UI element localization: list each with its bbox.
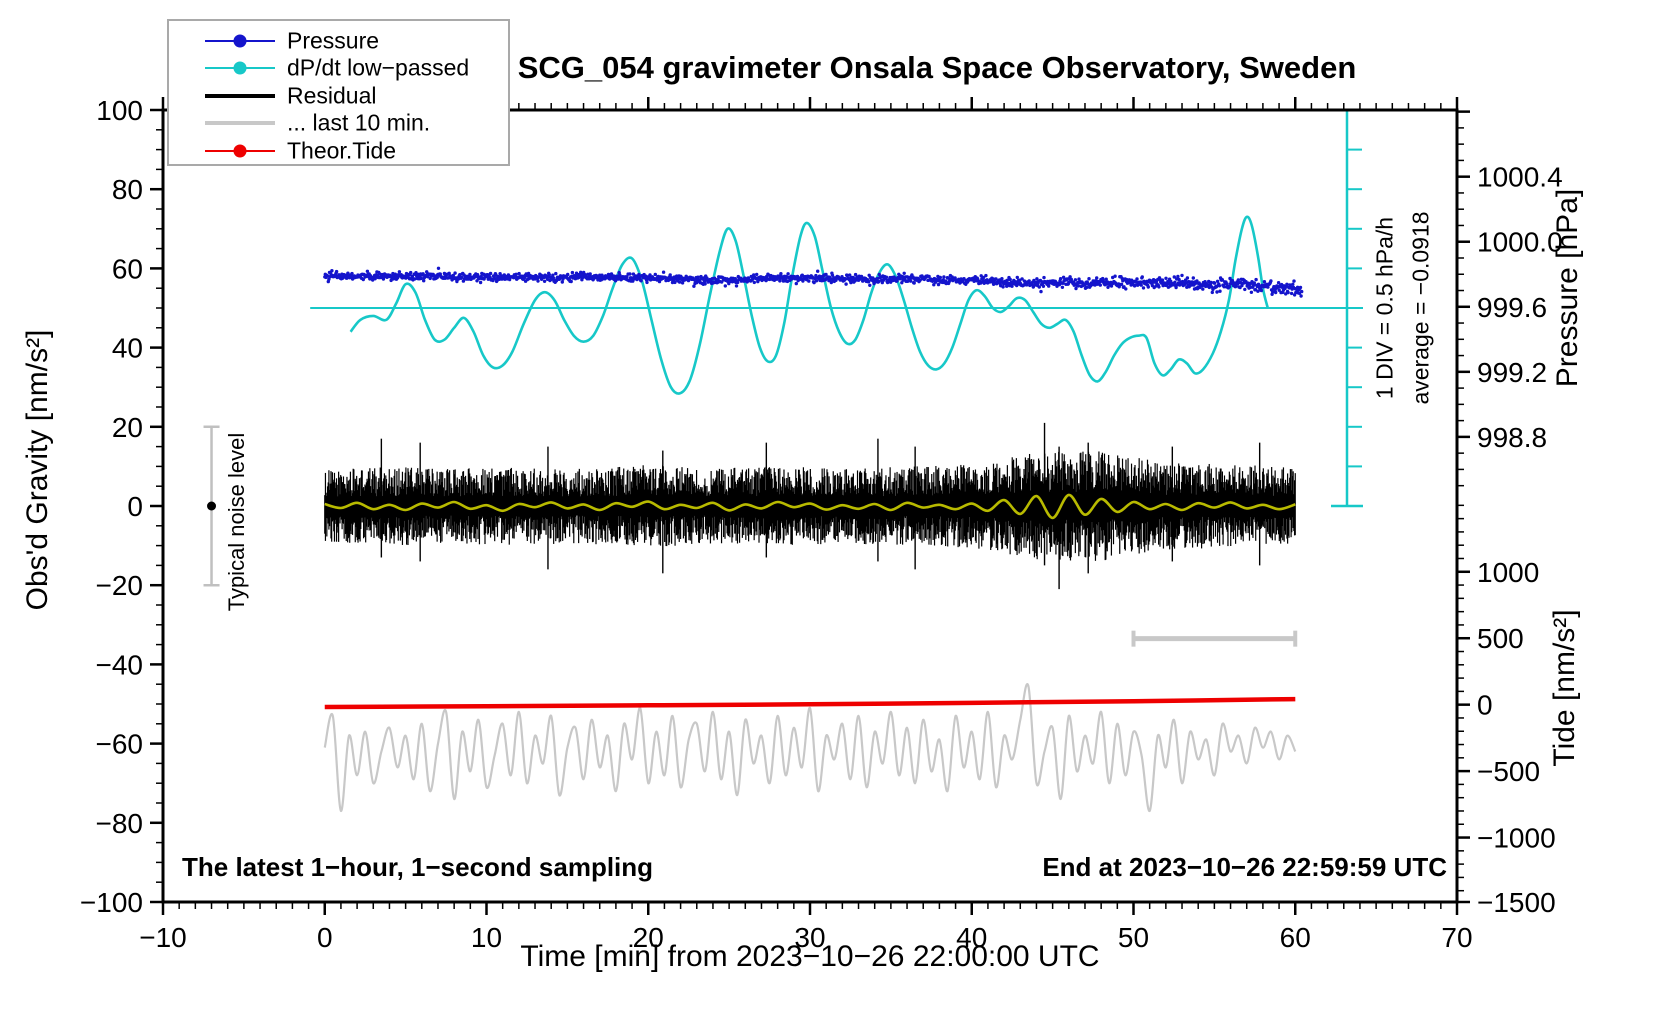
tick-label: 20: [112, 412, 143, 443]
tick-label: 1000: [1477, 557, 1539, 588]
tick-label: −10: [139, 922, 187, 953]
theor-tide-series: [324, 696, 1296, 710]
legend-label: Residual: [287, 82, 377, 109]
tick-label: 1000.4: [1477, 162, 1563, 193]
tick-label: −60: [96, 729, 144, 760]
tick-label: 1000.0: [1477, 227, 1563, 258]
residual-series: [324, 422, 1296, 590]
tick-label: −1000: [1477, 823, 1556, 854]
tick-label: 998.8: [1477, 422, 1547, 453]
legend-item-0: Pressure: [169, 27, 508, 55]
legend-item-3: ... last 10 min.: [169, 109, 508, 137]
tick-label: 999.2: [1477, 357, 1547, 388]
last10-window-bar: [1131, 630, 1298, 647]
legend-marker-dot: [233, 61, 247, 75]
tick-label: 40: [956, 922, 987, 953]
legend-item-1: dP/dt low−passed: [169, 54, 508, 82]
legend-label: ... last 10 min.: [287, 109, 431, 136]
last10-residual-series: [323, 683, 1297, 813]
tick-label: 20: [633, 922, 664, 953]
legend-label: Pressure: [287, 27, 380, 54]
tick-label: 100: [96, 95, 143, 126]
tick-label: 40: [112, 333, 143, 364]
legend-label: Theor.Tide: [287, 137, 397, 164]
tick-label: 60: [112, 253, 143, 284]
tick-label: 60: [1280, 922, 1311, 953]
tick-label: 70: [1441, 922, 1472, 953]
tick-label: −1500: [1477, 887, 1556, 918]
typical-noise-error-bar: [203, 425, 220, 587]
tick-label: 0: [1477, 690, 1493, 721]
end-time-note: End at 2023−10−26 22:59:59 UTC: [1042, 852, 1447, 882]
tick-label: −500: [1477, 756, 1540, 787]
dpdt-series: [349, 215, 1270, 395]
gravity-axis-ticks: −100 −80 −60 −40 −20 0 20 40 60 80 100: [80, 95, 163, 918]
x-axis-title: Time [min] from 2023−10−26 22:00:00 UTC: [520, 940, 1100, 973]
tick-label: −40: [96, 649, 144, 680]
tick-label: −100: [80, 887, 143, 918]
legend-marker-dot: [233, 144, 247, 158]
tick-label: 500: [1477, 623, 1524, 654]
tick-label: 10: [471, 922, 502, 953]
pressure-axis-ticks: 1000.4 1000.0 999.6 999.2 998.8: [1457, 110, 1563, 487]
legend-box: Pressure dP/dt low−passed Residual... last…: [167, 19, 510, 166]
tick-label: 80: [112, 174, 143, 205]
tick-label: 0: [317, 922, 333, 953]
residual-smoothed-series: [324, 493, 1296, 520]
legend-item-4: Theor.Tide: [169, 137, 508, 165]
tick-label: 999.6: [1477, 292, 1547, 323]
tick-label: 0: [127, 491, 143, 522]
legend-label: dP/dt low−passed: [287, 54, 470, 81]
tick-label: 50: [1118, 922, 1149, 953]
tick-label: −20: [96, 570, 144, 601]
pressure-series: [323, 266, 1304, 298]
tick-label: 30: [794, 922, 825, 953]
tick-label: −80: [96, 808, 144, 839]
legend-item-2: Residual: [169, 82, 508, 110]
sampling-note: The latest 1−hour, 1−second sampling: [182, 852, 654, 882]
tide-axis-ticks: 1000 500 0 −500 −1000 −1500: [1457, 504, 1556, 918]
legend-marker-dot: [233, 34, 247, 48]
chart-title: SCG_054 gravimeter Onsala Space Observat…: [517, 50, 1357, 85]
